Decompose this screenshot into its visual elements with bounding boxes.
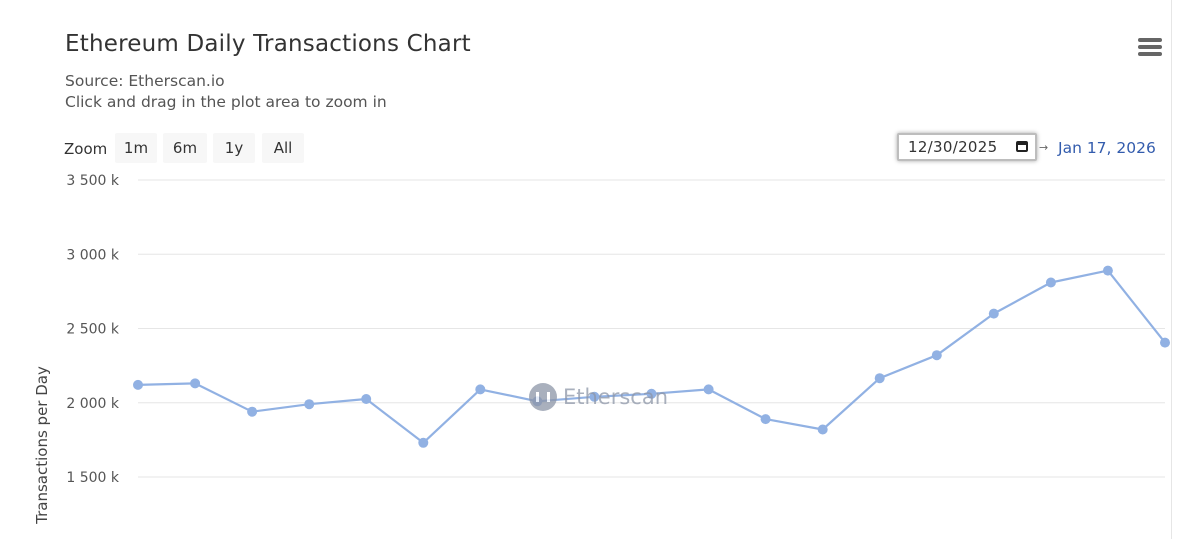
data-point[interactable] (475, 384, 486, 395)
hamburger-menu-icon[interactable] (1136, 36, 1164, 58)
zoom-1y-button[interactable]: 1y (213, 133, 255, 163)
chart-subtitle-hint: Click and drag in the plot area to zoom … (65, 93, 387, 111)
y-tick-label: 3 500 k (66, 173, 120, 189)
zoom-all-button[interactable]: All (262, 133, 304, 163)
data-point[interactable] (931, 350, 942, 361)
zoom-label: Zoom (64, 140, 108, 158)
y-tick-label: 1 500 k (66, 470, 120, 486)
range-from-value: 12/30/2025 (908, 138, 998, 156)
y-axis-label: Transactions per Day (33, 366, 51, 525)
y-tick-label: 3 000 k (66, 247, 120, 263)
watermark-text: Etherscan (563, 385, 669, 409)
grid-lines (138, 179, 1165, 478)
data-point[interactable] (247, 406, 258, 417)
data-point[interactable] (418, 437, 429, 448)
zoom-6m-button[interactable]: 6m (163, 133, 207, 163)
y-tick-label: 2 000 k (66, 396, 120, 412)
data-point[interactable] (703, 384, 714, 395)
data-point[interactable] (1160, 337, 1170, 348)
data-point[interactable] (190, 378, 201, 389)
data-point[interactable] (361, 394, 372, 404)
calendar-icon[interactable] (1016, 141, 1028, 152)
etherscan-logo-icon (529, 383, 557, 411)
range-from-date-input[interactable]: 12/30/2025 (897, 133, 1037, 161)
series-group (133, 265, 1170, 448)
data-point[interactable] (646, 388, 657, 399)
watermark: Etherscan (529, 381, 668, 413)
chart-plot-area[interactable]: 1 500 k 2 000 k 2 500 k 3 000 k 3 500 k Tran… (0, 0, 1172, 539)
data-point[interactable] (988, 308, 999, 319)
zoom-1m-button[interactable]: 1m (115, 133, 157, 163)
data-point[interactable] (1102, 265, 1113, 276)
chart-subtitle-source: Source: Etherscan.io (65, 72, 225, 90)
data-point[interactable] (589, 391, 600, 402)
range-arrow-icon: → (1039, 141, 1049, 154)
data-point[interactable] (817, 424, 828, 435)
y-axis-ticks: 1 500 k 2 000 k 2 500 k 3 000 k 3 500 k (66, 173, 120, 486)
data-point[interactable] (874, 373, 885, 384)
data-point[interactable] (304, 399, 315, 410)
chart-container: Ethereum Daily Transactions Chart Source… (0, 0, 1172, 539)
data-point[interactable] (760, 414, 771, 425)
series-line (137, 269, 1166, 444)
range-to-date[interactable]: Jan 17, 2026 (1058, 139, 1156, 157)
data-point[interactable] (133, 379, 143, 390)
chart-title: Ethereum Daily Transactions Chart (65, 31, 471, 57)
data-point[interactable] (1045, 277, 1056, 288)
y-tick-label: 2 500 k (66, 322, 120, 338)
